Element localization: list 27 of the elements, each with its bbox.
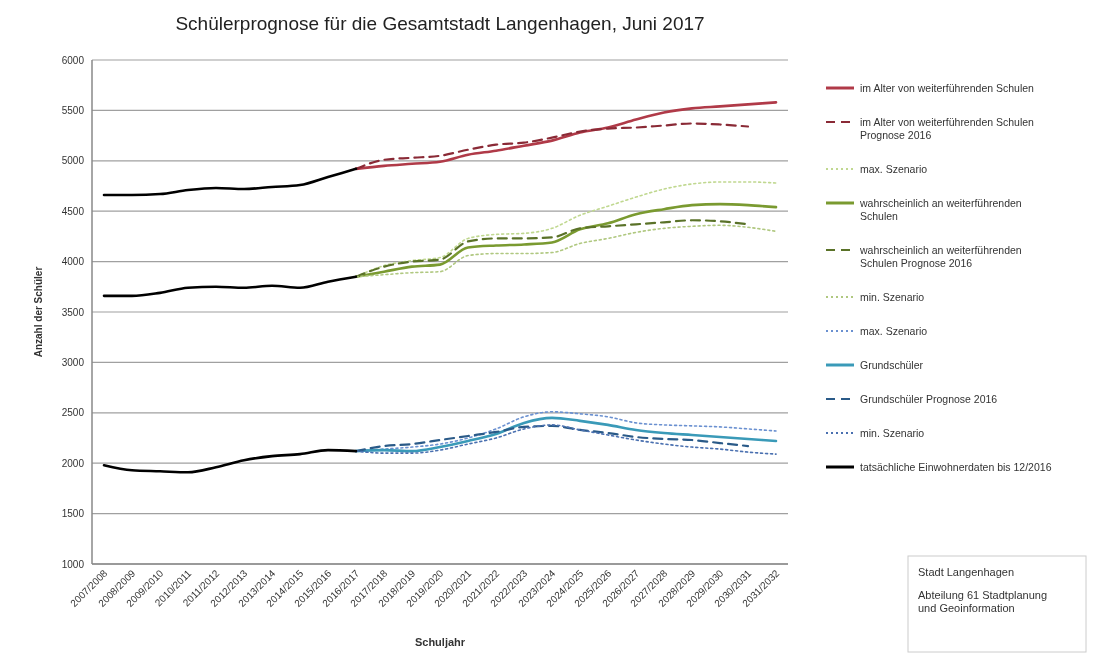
legend-label: Grundschüler Prognose 2016 <box>860 393 998 405</box>
y-axis-title: Anzahl der Schüler <box>33 266 44 358</box>
legend-label: im Alter von weiterführenden Schulen <box>860 82 1035 94</box>
chart-title: Schülerprognose für die Gesamtstadt Langenhagen, Juni 2017 <box>175 13 705 34</box>
y-tick-label: 1500 <box>61 508 85 520</box>
y-tick-label: 4500 <box>61 205 85 217</box>
legend-label: wahrscheinlich an weiterführenden Schulen Prognose 2016 <box>859 244 1022 269</box>
y-tick-label: 6000 <box>61 54 85 66</box>
text: Abteilung 61 Stadtplanung und Geoinformation <box>918 589 1048 614</box>
legend-label: max. Szenario <box>860 163 928 175</box>
y-tick-label: 3000 <box>61 356 85 368</box>
y-tick-label: 1000 <box>61 558 85 570</box>
legend-label: max. Szenario <box>860 325 928 337</box>
legend-label: tatsächliche Einwohnerdaten bis 12/2016 <box>860 461 1052 473</box>
text: Stadt Langenhagen <box>918 566 1015 578</box>
y-tick-label: 5500 <box>61 104 85 116</box>
y-tick-label: 5000 <box>61 155 85 167</box>
y-tick-label: 2500 <box>61 407 85 419</box>
legend-label: wahrscheinlich an weiterführenden Schulen <box>859 197 1022 222</box>
x-axis-title: Schuljahr <box>414 636 466 648</box>
y-tick-label: 2000 <box>61 457 85 469</box>
y-tick-label: 3500 <box>61 306 85 318</box>
legend-label: im Alter von weiterführenden Schulen Prognose 2016 <box>860 116 1035 141</box>
legend-label: min. Szenario <box>860 427 925 439</box>
y-tick-label: 4000 <box>61 256 85 268</box>
legend-label: Grundschüler <box>860 359 924 371</box>
legend-label: min. Szenario <box>860 291 925 303</box>
